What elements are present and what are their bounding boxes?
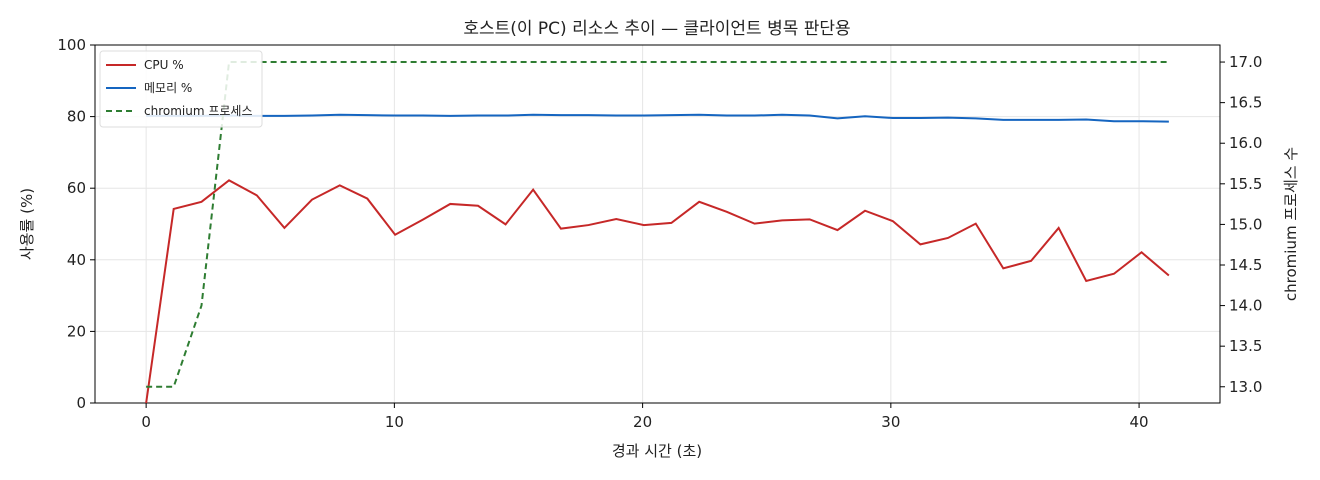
y-tick-label: 60 — [67, 179, 86, 197]
x-tick-label: 20 — [633, 413, 652, 431]
y2-tick-label: 17.0 — [1229, 53, 1262, 71]
y-tick-label: 0 — [76, 394, 86, 412]
data-line — [146, 61, 1169, 388]
y-tick-label: 80 — [67, 108, 86, 126]
legend-label: CPU % — [144, 58, 184, 72]
legend-box — [99, 50, 263, 128]
data-line — [146, 113, 1169, 123]
y2-axis-label: chromium 프로세스 수 — [1282, 147, 1300, 301]
y-tick-label: 100 — [57, 36, 86, 54]
data-line — [145, 179, 1170, 404]
y2-tick-label: 16.5 — [1229, 94, 1262, 112]
y2-tick-label: 13.0 — [1229, 378, 1262, 396]
y-tick-label: 40 — [67, 251, 86, 269]
x-tick-label: 40 — [1130, 413, 1149, 431]
y2-tick-label: 14.5 — [1229, 256, 1262, 274]
x-tick-label: 30 — [881, 413, 900, 431]
legend-label: chromium 프로세스 — [144, 104, 253, 118]
x-tick-label: 0 — [141, 413, 151, 431]
x-tick-label: 10 — [385, 413, 404, 431]
y-axis-label: 사용률 (%) — [18, 188, 36, 260]
chart-title: 호스트(이 PC) 리소스 추이 — 클라이언트 병목 판단용 — [463, 19, 850, 39]
y-tick-label: 20 — [67, 322, 86, 340]
y2-tick-label: 13.5 — [1229, 337, 1262, 355]
legend-label: 메모리 % — [144, 81, 192, 95]
x-axis-label: 경과 시간 (초) — [612, 442, 702, 460]
y2-tick-label: 14.0 — [1229, 297, 1262, 315]
y2-tick-label: 15.0 — [1229, 215, 1262, 233]
plot-frame — [94, 44, 1221, 404]
y2-tick-label: 15.5 — [1229, 175, 1262, 193]
legend: CPU % 메모리 % chromium 프로세스 — [99, 50, 263, 128]
y2-tick-label: 16.0 — [1229, 134, 1262, 152]
